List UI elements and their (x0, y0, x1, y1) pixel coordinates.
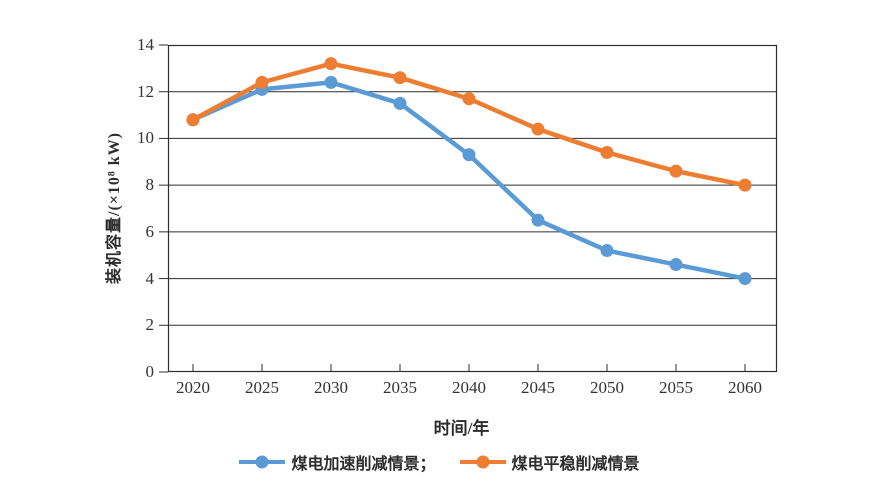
y-tick-label: 0 (145, 362, 155, 381)
x-tick-label: 2040 (452, 378, 486, 397)
series-line-1 (190, 61, 748, 188)
y-tick-label: 6 (145, 221, 155, 241)
y-tick-label: 12 (137, 81, 154, 101)
series-1-data-point (324, 57, 338, 71)
legend: 煤电加速削减情景； 煤电平稳削减情景 (0, 450, 879, 474)
x-tick-label: 2045 (521, 378, 555, 397)
y-tick-label: 2 (145, 315, 155, 335)
x-tick-label: 2055 (659, 378, 693, 397)
series-1-data-point (462, 92, 476, 106)
series-0-data-point (462, 148, 476, 162)
series-0-data-point (600, 244, 614, 258)
legend-item-accelerated-scenario: 煤电加速削减情景； (239, 450, 436, 474)
y-tick-label: 14 (137, 35, 154, 54)
x-tick-label: 2025 (245, 378, 279, 397)
series-1-data-point (738, 178, 752, 192)
series-1-data-point (600, 145, 614, 159)
x-tick-label: 2050 (590, 378, 624, 397)
legend-item-steady-scenario: 煤电平稳削减情景 (459, 450, 640, 474)
legend-label-accelerated-scenario: 煤电加速削减情景； (291, 456, 436, 473)
series-0-data-point (738, 272, 752, 286)
y-tick-label: 10 (137, 128, 154, 148)
x-axis-title: 时间/年 (433, 419, 490, 438)
series-0-data-point (669, 258, 683, 272)
x-tick-label: 2020 (176, 378, 210, 397)
x-tick-label: 2030 (314, 378, 348, 397)
legend-label-steady-scenario: 煤电平稳削减情景 (511, 456, 640, 473)
series-1-data-point (669, 164, 683, 178)
plot-area (159, 44, 778, 373)
legend-dot-icon (476, 455, 489, 469)
series-0-data-point (393, 96, 407, 110)
legend-marker-accelerated-scenario-icon (239, 455, 286, 469)
x-tick-label: 2060 (728, 378, 762, 397)
y-tick-label: 4 (145, 268, 155, 288)
legend-marker-steady-scenario-icon (459, 455, 506, 469)
series-1-data-point (255, 75, 269, 89)
series-line-0 (190, 80, 748, 281)
y-tick-label: 8 (145, 175, 155, 195)
x-tick-label: 2035 (383, 378, 417, 397)
y-axis-title: 装机容量/(×10⁸ kW) (106, 132, 123, 284)
series-0-data-point (324, 75, 338, 89)
plot-border (167, 44, 778, 373)
series-0-data-point (531, 213, 545, 227)
legend-dot-icon (255, 455, 269, 469)
series-1-data-point (393, 71, 407, 85)
series-1-data-point (531, 122, 545, 136)
series-1-data-point (186, 113, 200, 127)
